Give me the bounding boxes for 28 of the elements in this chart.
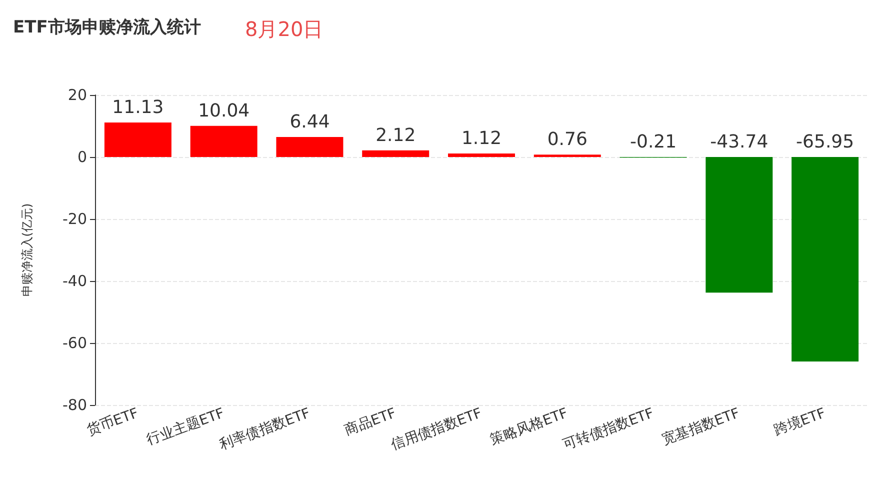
- data-label: 1.12: [461, 128, 502, 150]
- data-label: 2.12: [376, 124, 416, 146]
- y-tick-label: -20: [62, 210, 87, 228]
- data-label: -0.21: [630, 132, 677, 152]
- y-tick-label: -40: [62, 272, 87, 290]
- bar: [104, 122, 172, 157]
- bar: [190, 126, 258, 157]
- y-tick-label: -60: [62, 334, 87, 352]
- data-label: 11.13: [112, 96, 164, 118]
- bar: [276, 137, 344, 157]
- y-tick-label: 20: [68, 86, 87, 104]
- data-label: 6.44: [290, 112, 330, 133]
- bar: [448, 154, 515, 157]
- y-axis-title: 申赎净流入(亿元): [20, 203, 34, 297]
- data-label: -65.95: [796, 132, 854, 152]
- x-tick-label: 宽基指数ETF: [660, 405, 742, 448]
- data-label: 0.76: [547, 129, 588, 150]
- bar: [706, 157, 773, 293]
- y-tick-label: -80: [62, 396, 87, 414]
- bar: [792, 157, 859, 362]
- data-label: -43.74: [710, 132, 768, 152]
- x-tick-label: 货币ETF: [84, 405, 141, 439]
- x-tick-label: 跨境ETF: [772, 405, 828, 439]
- chart-title: ETF市场申赎净流入统计: [13, 18, 201, 38]
- data-label: 10.04: [198, 100, 250, 122]
- y-tick-label: 0: [77, 148, 87, 166]
- bar: [362, 150, 430, 157]
- chart-subtitle: 8月20日: [245, 17, 324, 41]
